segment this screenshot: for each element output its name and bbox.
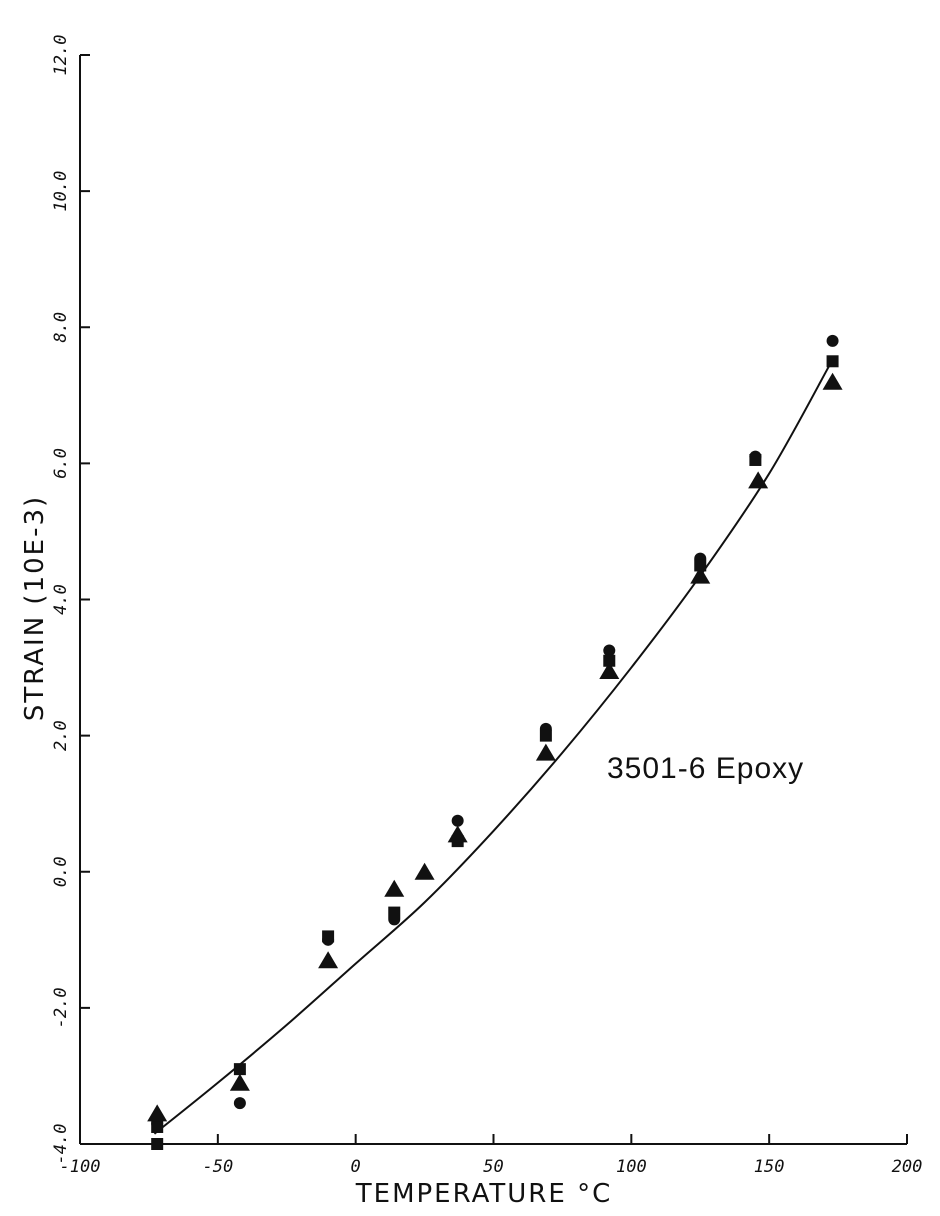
data-point-circle xyxy=(603,644,616,657)
data-point-square xyxy=(151,1138,164,1150)
data-point-triangle xyxy=(535,743,556,761)
y-tick-label: 6.0 xyxy=(51,448,71,479)
x-axis-label: TEMPERATURE °C xyxy=(355,1179,612,1209)
data-point-triangle xyxy=(599,661,620,679)
x-tick-label: -50 xyxy=(202,1157,233,1177)
y-tick-label: 0.0 xyxy=(51,856,71,887)
y-tick-label: 2.0 xyxy=(51,720,71,751)
x-tick-label: 0 xyxy=(351,1157,361,1177)
data-point-square xyxy=(539,729,552,742)
fit-curve xyxy=(153,364,831,1135)
data-point-circle xyxy=(233,1097,246,1110)
y-tick-label: 12.0 xyxy=(51,35,71,76)
data-point-square xyxy=(694,559,707,572)
data-point-triangle xyxy=(229,1073,250,1091)
y-tick-label: 8.0 xyxy=(51,312,71,343)
data-point-circle xyxy=(826,334,839,347)
data-point-square xyxy=(233,1063,246,1076)
chart-annotation: 3501-6 Epoxy xyxy=(607,752,804,785)
x-tick-label: -100 xyxy=(60,1157,101,1177)
y-axis-label: STRAIN (10E-3) xyxy=(20,495,50,721)
x-tick-label: 50 xyxy=(483,1157,503,1177)
data-point-triangle xyxy=(447,825,468,843)
y-tick-label: -4.0 xyxy=(51,1124,71,1165)
data-point-square xyxy=(388,906,401,919)
data-point-square xyxy=(749,453,762,466)
x-axis-ticks: -100 -50 0 50 100 150 200 xyxy=(60,1134,923,1177)
data-point-square xyxy=(603,654,616,667)
x-tick-label: 100 xyxy=(616,1157,647,1177)
y-tick-label: 10.0 xyxy=(51,171,71,212)
data-point-square xyxy=(151,1120,164,1133)
data-point-square xyxy=(322,930,335,943)
data-point-triangle xyxy=(822,372,843,390)
data-point-triangle xyxy=(318,951,339,969)
data-point-circle xyxy=(451,814,464,827)
data-point-triangle xyxy=(690,566,711,584)
data-point-triangle xyxy=(414,862,435,880)
data-point-triangle xyxy=(748,471,769,489)
data-point-triangle xyxy=(384,879,405,897)
axes xyxy=(79,55,907,1145)
y-tick-label: 4.0 xyxy=(51,584,71,615)
y-axis-ticks: -4.0 -2.0 0.0 2.0 4.0 6.0 8.0 10.0 12.0 xyxy=(51,35,90,1165)
y-tick-label: -2.0 xyxy=(51,987,71,1028)
data-point-triangle xyxy=(147,1104,168,1122)
data-point-square xyxy=(826,355,839,368)
x-tick-label: 150 xyxy=(754,1157,785,1177)
data-markers xyxy=(147,334,843,1150)
x-tick-label: 200 xyxy=(892,1157,923,1177)
